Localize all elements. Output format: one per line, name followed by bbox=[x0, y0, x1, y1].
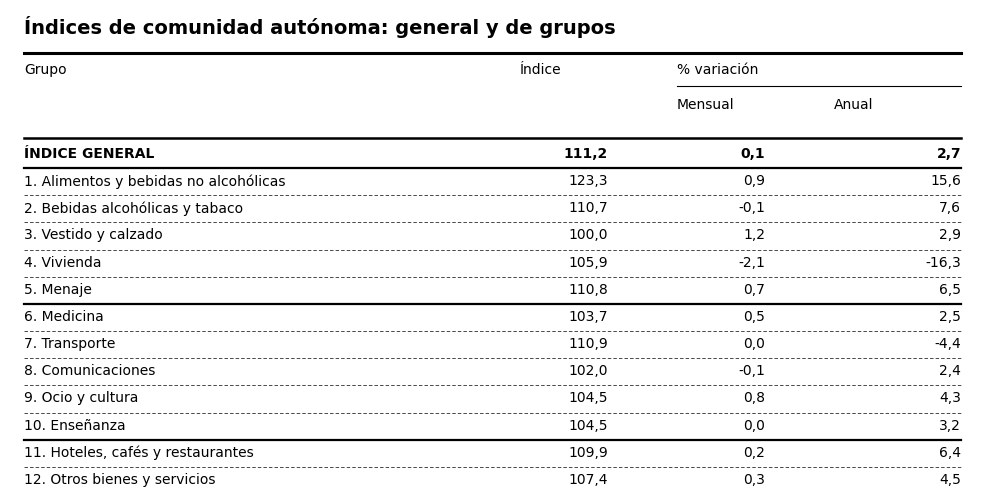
Text: 105,9: 105,9 bbox=[568, 256, 608, 270]
Text: 5. Menaje: 5. Menaje bbox=[24, 283, 92, 297]
Text: 2,5: 2,5 bbox=[940, 310, 961, 324]
Text: -4,4: -4,4 bbox=[935, 337, 961, 351]
Text: 2,9: 2,9 bbox=[940, 228, 961, 243]
Text: -0,1: -0,1 bbox=[739, 364, 765, 378]
Text: 0,5: 0,5 bbox=[743, 310, 765, 324]
Text: 4,3: 4,3 bbox=[940, 391, 961, 406]
Text: 110,8: 110,8 bbox=[568, 283, 608, 297]
Text: 3,2: 3,2 bbox=[940, 419, 961, 433]
Text: 0,0: 0,0 bbox=[743, 337, 765, 351]
Text: 11. Hoteles, cafés y restaurantes: 11. Hoteles, cafés y restaurantes bbox=[24, 446, 253, 460]
Text: 7. Transporte: 7. Transporte bbox=[24, 337, 115, 351]
Text: 0,8: 0,8 bbox=[742, 391, 765, 406]
Text: 6,5: 6,5 bbox=[940, 283, 961, 297]
Text: ÍNDICE GENERAL: ÍNDICE GENERAL bbox=[24, 147, 154, 161]
Text: 2,7: 2,7 bbox=[937, 147, 961, 161]
Text: 10. Enseñanza: 10. Enseñanza bbox=[24, 419, 126, 433]
Text: 7,6: 7,6 bbox=[940, 201, 961, 216]
Text: 6. Medicina: 6. Medicina bbox=[24, 310, 104, 324]
Text: Grupo: Grupo bbox=[24, 63, 66, 77]
Text: 104,5: 104,5 bbox=[568, 391, 608, 406]
Text: 15,6: 15,6 bbox=[931, 174, 961, 188]
Text: 2. Bebidas alcohólicas y tabaco: 2. Bebidas alcohólicas y tabaco bbox=[24, 201, 243, 216]
Text: 0,3: 0,3 bbox=[743, 473, 765, 487]
Text: 6,4: 6,4 bbox=[940, 446, 961, 460]
Text: 0,7: 0,7 bbox=[743, 283, 765, 297]
Text: 1. Alimentos y bebidas no alcohólicas: 1. Alimentos y bebidas no alcohólicas bbox=[24, 174, 285, 189]
Text: 1,2: 1,2 bbox=[742, 228, 765, 243]
Text: 102,0: 102,0 bbox=[568, 364, 608, 378]
Text: Índices de comunidad autónoma: general y de grupos: Índices de comunidad autónoma: general y… bbox=[24, 16, 616, 38]
Text: 100,0: 100,0 bbox=[568, 228, 608, 243]
Text: 109,9: 109,9 bbox=[568, 446, 608, 460]
Text: 123,3: 123,3 bbox=[568, 174, 608, 188]
Text: 0,2: 0,2 bbox=[743, 446, 765, 460]
Text: Mensual: Mensual bbox=[676, 98, 735, 112]
Text: 103,7: 103,7 bbox=[568, 310, 608, 324]
Text: 107,4: 107,4 bbox=[568, 473, 608, 487]
Text: 110,7: 110,7 bbox=[568, 201, 608, 216]
Text: 0,9: 0,9 bbox=[742, 174, 765, 188]
Text: -2,1: -2,1 bbox=[739, 256, 765, 270]
Text: Índice: Índice bbox=[520, 63, 561, 77]
Text: 2,4: 2,4 bbox=[940, 364, 961, 378]
Text: 3. Vestido y calzado: 3. Vestido y calzado bbox=[24, 228, 162, 243]
Text: 0,0: 0,0 bbox=[743, 419, 765, 433]
Text: 111,2: 111,2 bbox=[563, 147, 608, 161]
Text: -16,3: -16,3 bbox=[926, 256, 961, 270]
Text: 8. Comunicaciones: 8. Comunicaciones bbox=[24, 364, 155, 378]
Text: -0,1: -0,1 bbox=[739, 201, 765, 216]
Text: 4. Vivienda: 4. Vivienda bbox=[24, 256, 101, 270]
Text: 110,9: 110,9 bbox=[568, 337, 608, 351]
Text: Anual: Anual bbox=[834, 98, 873, 112]
Text: 9. Ocio y cultura: 9. Ocio y cultura bbox=[24, 391, 139, 406]
Text: 4,5: 4,5 bbox=[940, 473, 961, 487]
Text: 104,5: 104,5 bbox=[568, 419, 608, 433]
Text: 12. Otros bienes y servicios: 12. Otros bienes y servicios bbox=[24, 473, 215, 487]
Text: 0,1: 0,1 bbox=[741, 147, 765, 161]
Text: % variación: % variación bbox=[676, 63, 758, 77]
